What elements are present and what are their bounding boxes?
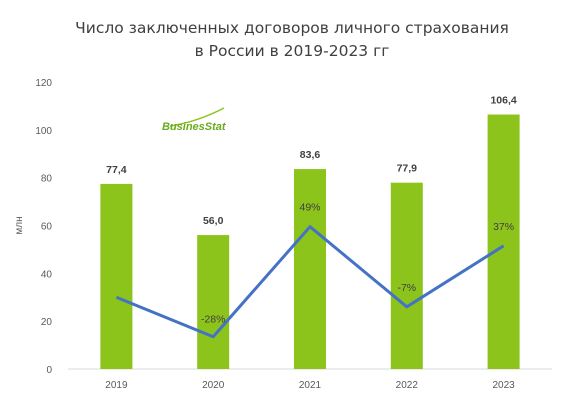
change-label: -7%	[397, 282, 416, 294]
bar-value-label: 77,4	[106, 164, 127, 176]
bar	[487, 114, 520, 369]
x-tick-label: 2019	[105, 380, 128, 391]
x-tick-label: 2023	[492, 380, 515, 391]
bar-value-label: 106,4	[490, 95, 516, 107]
bar	[197, 235, 230, 369]
bar-value-label: 77,9	[397, 163, 418, 175]
chart-title-line-2: в России в 2019-2023 гг	[194, 42, 390, 60]
change-label: 37%	[493, 221, 514, 233]
bar-value-label: 56,0	[203, 215, 224, 227]
y-tick-label: 60	[41, 222, 53, 233]
y-tick-label: 0	[46, 365, 52, 376]
bar	[294, 169, 326, 369]
y-tick-label: 120	[35, 78, 52, 89]
bar	[100, 183, 133, 369]
y-axis-label: млн	[14, 216, 25, 234]
change-label: -28%	[201, 314, 226, 326]
change-label: 49%	[299, 202, 320, 214]
growth-line	[115, 225, 505, 339]
y-tick-label: 80	[41, 174, 53, 185]
x-tick-label: 2021	[299, 380, 322, 391]
chart-title-line-1: Число заключенных договоров личного стра…	[75, 19, 509, 37]
y-tick-label: 100	[35, 126, 52, 137]
x-tick-label: 2020	[202, 380, 225, 391]
y-tick-label: 40	[41, 269, 53, 280]
y-tick-label: 20	[41, 317, 53, 328]
logo-swoosh-icon	[169, 107, 225, 127]
bar	[390, 182, 423, 369]
x-tick-label: 2022	[396, 380, 419, 391]
bar-value-label: 83,6	[300, 149, 321, 161]
logo: BusinesStat	[162, 121, 227, 133]
